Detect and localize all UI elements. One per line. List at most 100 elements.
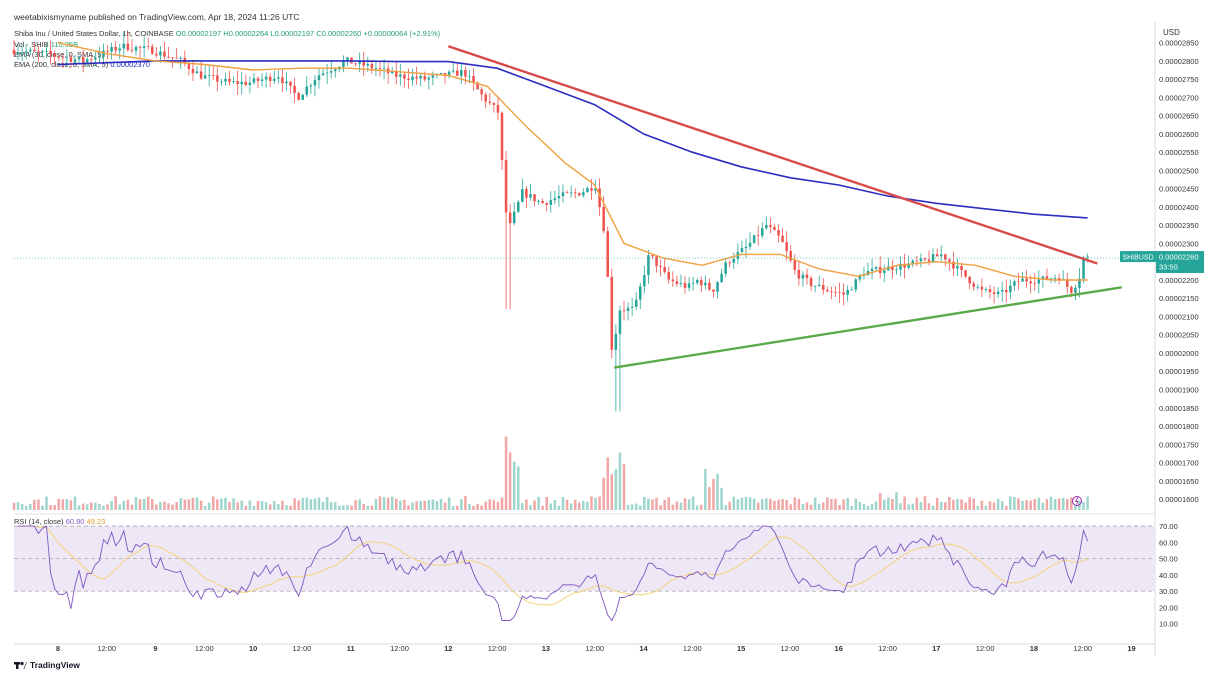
candle-body bbox=[541, 201, 544, 204]
candle-body bbox=[992, 292, 996, 295]
volume-bar bbox=[207, 502, 211, 510]
rsi-tick-label: 50.00 bbox=[1159, 555, 1178, 564]
candle-body bbox=[765, 224, 768, 229]
volume-bar bbox=[842, 499, 845, 510]
candle-body bbox=[647, 255, 650, 276]
volume-bar bbox=[179, 498, 182, 510]
volume-bar bbox=[712, 478, 715, 510]
volume-bars bbox=[12, 436, 1089, 510]
candle-body bbox=[61, 57, 65, 59]
candle-body bbox=[301, 94, 304, 100]
volume-bar bbox=[220, 498, 223, 510]
rsi-tick-label: 30.00 bbox=[1159, 587, 1178, 596]
candle-body bbox=[399, 74, 402, 77]
candle-body bbox=[1017, 281, 1020, 283]
volume-bar bbox=[748, 497, 752, 510]
volume-bar bbox=[69, 500, 73, 510]
candle-body bbox=[984, 289, 988, 290]
volume-bar bbox=[907, 504, 910, 510]
tradingview-brand[interactable]: TradingView bbox=[14, 660, 80, 670]
volume-bar bbox=[586, 501, 589, 510]
candle-body bbox=[622, 310, 626, 312]
volume-bar bbox=[695, 505, 699, 510]
candle-body bbox=[728, 262, 731, 264]
ema30-label: EMA (30, close, 0, SMA, 5) bbox=[14, 50, 105, 59]
candle-body bbox=[98, 56, 101, 58]
candle-body bbox=[41, 51, 44, 52]
symbol-name: Shiba Inu / United States Dollar, 1h, CO… bbox=[14, 29, 174, 38]
volume-bar bbox=[171, 504, 174, 510]
volume-bar bbox=[761, 499, 764, 510]
candle-body bbox=[496, 104, 500, 113]
volume-bar bbox=[944, 502, 947, 510]
candle-body bbox=[643, 275, 646, 287]
time-tick-label: 12:00 bbox=[878, 644, 897, 653]
candle-body bbox=[639, 286, 642, 300]
candle-body bbox=[309, 85, 313, 87]
candle-body bbox=[598, 188, 601, 208]
candle-body bbox=[687, 283, 691, 288]
candle-body bbox=[85, 59, 89, 63]
time-tick-label: 12:00 bbox=[585, 644, 604, 653]
candle-body bbox=[874, 267, 878, 269]
volume-bar bbox=[1013, 496, 1016, 510]
time-tick-label: 13 bbox=[542, 644, 550, 653]
volume-bar bbox=[212, 496, 215, 510]
candle-body bbox=[923, 258, 927, 260]
candle-body bbox=[447, 71, 451, 77]
candle-body bbox=[334, 69, 337, 72]
candle-body bbox=[24, 51, 28, 53]
candle-body bbox=[569, 192, 573, 194]
candle-body bbox=[90, 59, 93, 61]
candle-body bbox=[801, 274, 805, 279]
volume-bar bbox=[655, 497, 658, 510]
volume-bar bbox=[740, 497, 744, 510]
candle-body bbox=[297, 92, 300, 100]
volume-bar bbox=[203, 505, 207, 510]
volume-bar bbox=[996, 498, 1000, 510]
volume-bar bbox=[899, 503, 902, 510]
volume-bar bbox=[720, 487, 723, 510]
legend-ema30[interactable]: EMA (30, close, 0, SMA, 5) bbox=[14, 50, 104, 59]
volume-bar bbox=[878, 492, 882, 510]
price-tick-label: 0.00002500 bbox=[1159, 166, 1199, 175]
volume-bar bbox=[919, 501, 923, 510]
volume-bar bbox=[732, 496, 736, 510]
volume-bar bbox=[545, 496, 548, 510]
candle-body bbox=[594, 188, 597, 191]
candle-body bbox=[390, 70, 394, 74]
time-tick-label: 14 bbox=[639, 644, 648, 653]
candle-body bbox=[1041, 276, 1045, 280]
candle-body bbox=[883, 270, 886, 273]
candle-body bbox=[834, 292, 837, 294]
legend-symbol: Shiba Inu / United States Dollar, 1h, CO… bbox=[14, 29, 440, 38]
volume-bar bbox=[700, 504, 703, 510]
volume-bar bbox=[447, 497, 451, 510]
candle-body bbox=[944, 254, 947, 260]
time-tick-label: 12:00 bbox=[683, 644, 702, 653]
candle-body bbox=[53, 54, 56, 57]
candle-body bbox=[854, 279, 858, 290]
volume-bar bbox=[911, 503, 914, 510]
volume-bar bbox=[118, 504, 121, 510]
volume-bar bbox=[1009, 496, 1012, 510]
candle-body bbox=[557, 196, 561, 199]
price-tick-label: 0.00002100 bbox=[1159, 312, 1199, 321]
legend-rsi[interactable]: RSI (14, close) 60.80 49.23 bbox=[14, 517, 105, 526]
candle-body bbox=[911, 260, 914, 264]
candle-body bbox=[1082, 257, 1085, 279]
volume-bar bbox=[1061, 497, 1065, 510]
volume-bar bbox=[175, 501, 178, 510]
candle-body bbox=[305, 86, 309, 95]
candle-body bbox=[785, 242, 788, 252]
time-tick-label: 12:00 bbox=[976, 644, 995, 653]
volume-bar bbox=[1066, 498, 1069, 510]
candle-body bbox=[748, 242, 752, 247]
time-tick-label: 17 bbox=[932, 644, 940, 653]
candle-body bbox=[517, 201, 520, 212]
candle-body bbox=[1066, 279, 1069, 287]
rsi-tick-label: 10.00 bbox=[1159, 620, 1178, 629]
volume-bar bbox=[643, 496, 646, 510]
volume-bar bbox=[537, 496, 540, 510]
